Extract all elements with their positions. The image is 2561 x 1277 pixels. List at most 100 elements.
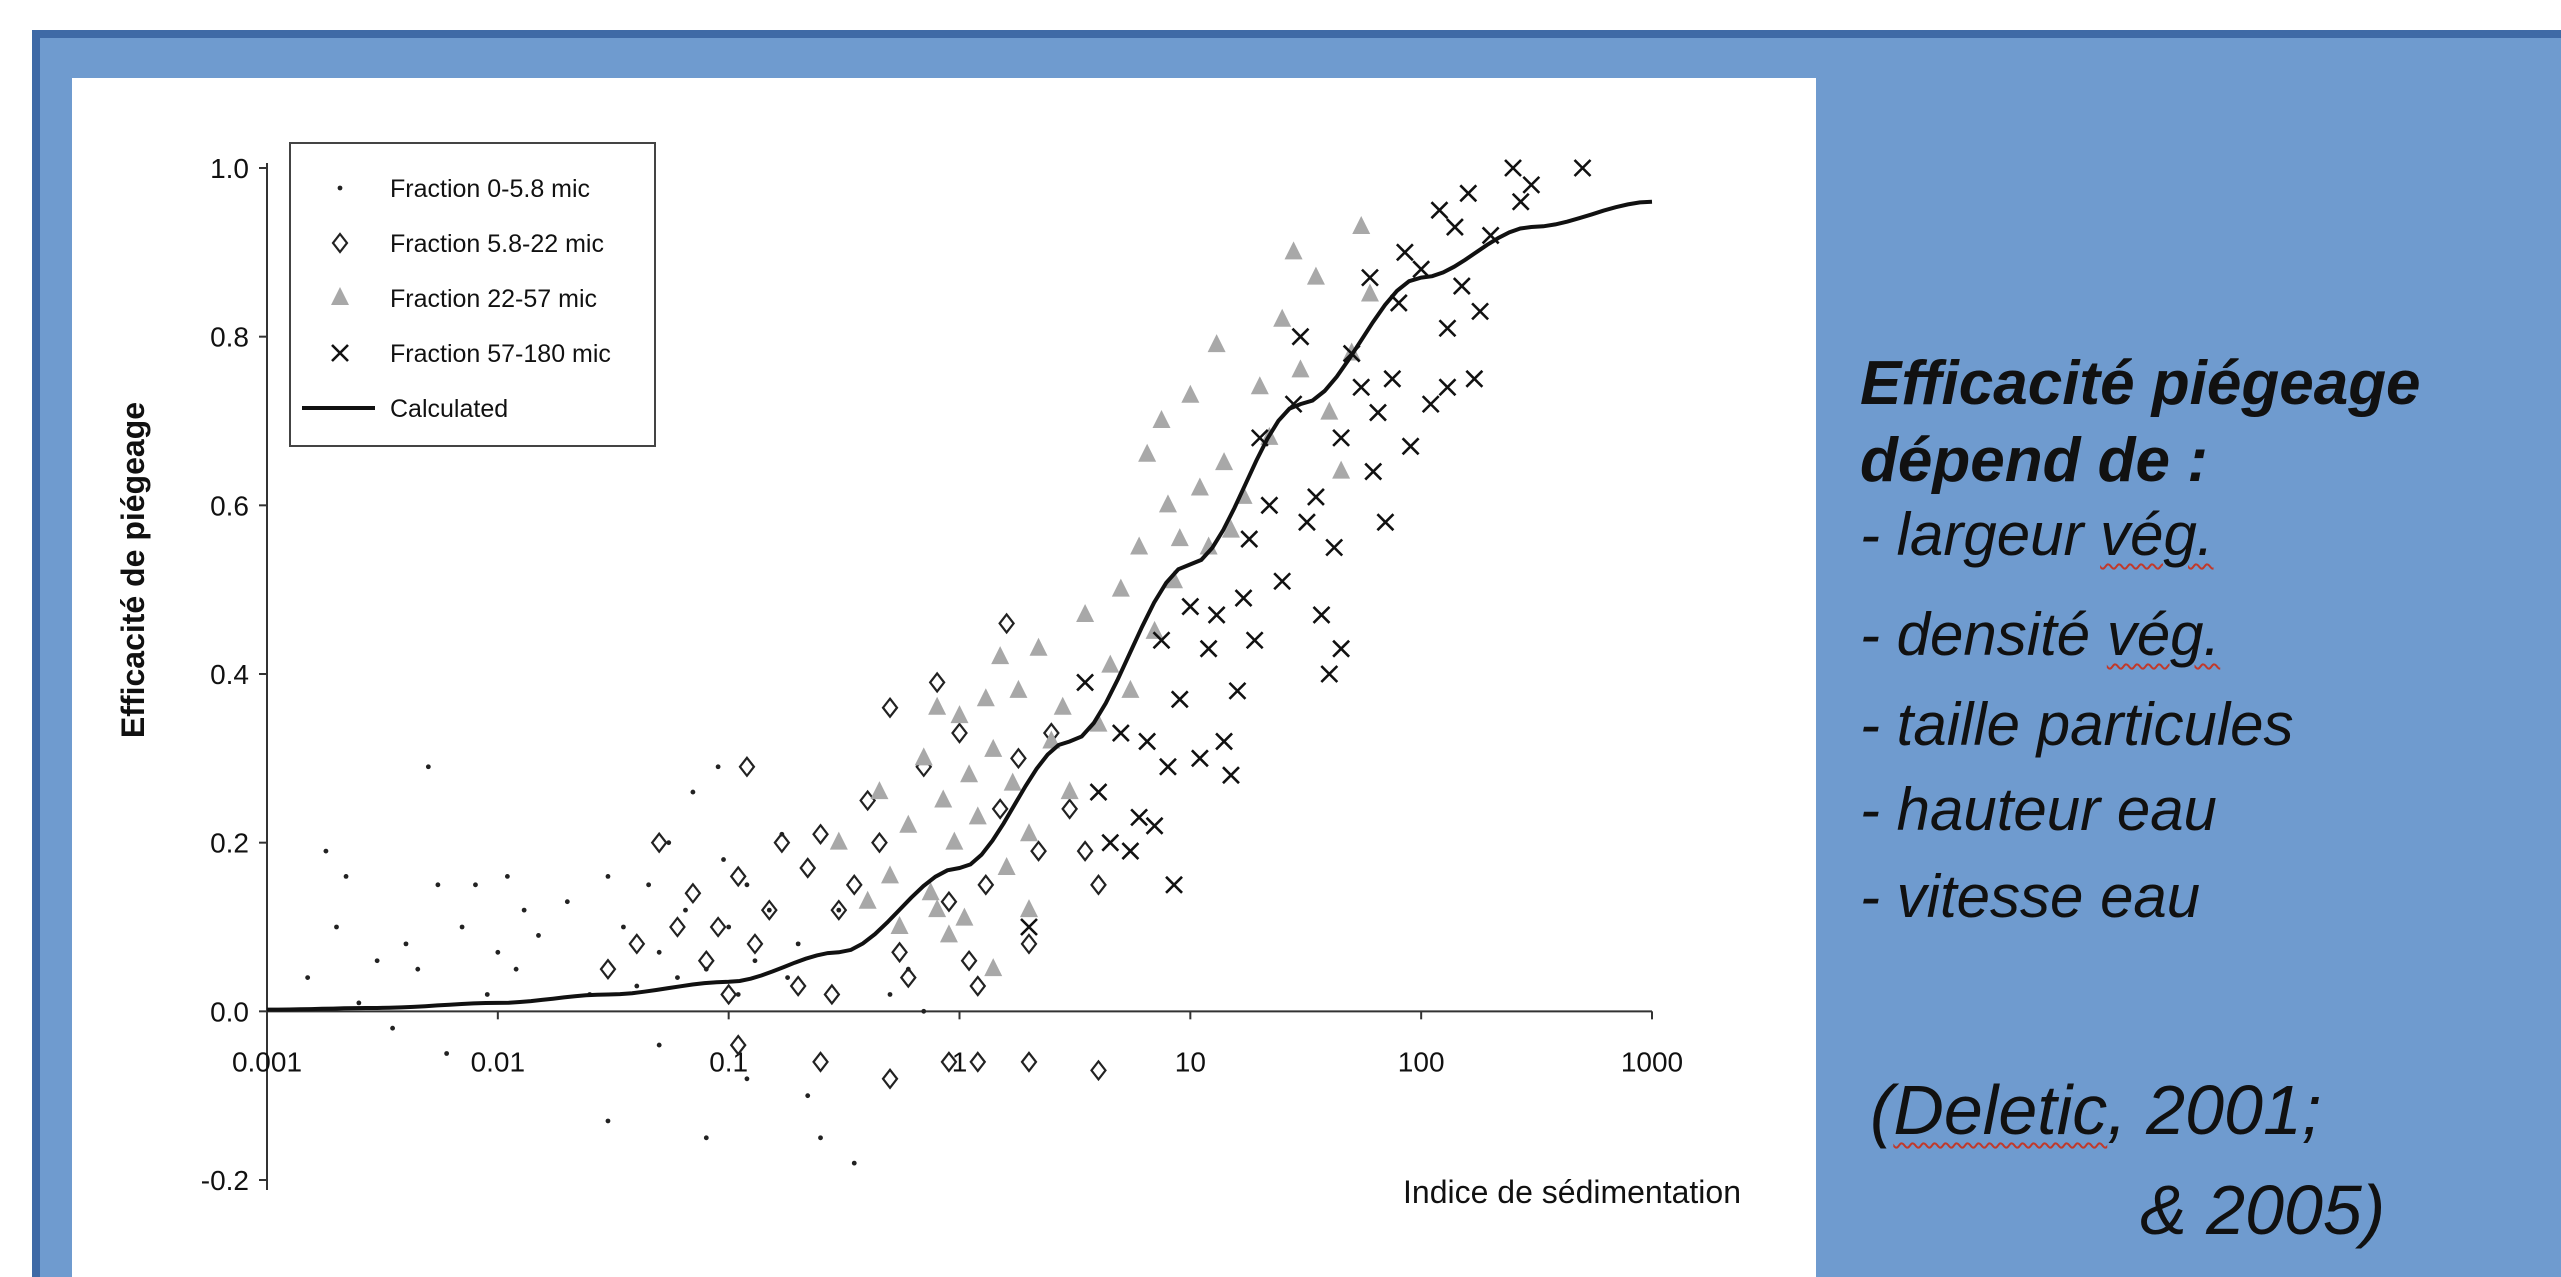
bullet-item: - densité vég. — [1860, 600, 2220, 669]
y-tick-label: 0.2 — [210, 828, 249, 859]
data-point — [928, 899, 947, 918]
bullet-item: - vitesse eau — [1860, 862, 2200, 931]
data-point — [899, 966, 917, 989]
data-point — [914, 747, 933, 766]
data-point — [1376, 513, 1395, 532]
citation-paren: ( — [1870, 1071, 1894, 1149]
data-point — [1306, 266, 1325, 285]
data-point — [721, 857, 726, 862]
data-point — [991, 798, 1009, 820]
series-group — [829, 216, 1379, 977]
data-point — [726, 924, 732, 930]
data-point — [1298, 513, 1316, 532]
x-tick-label: 100 — [1398, 1046, 1445, 1077]
legend-label: Fraction 5.8-22 mic — [390, 230, 604, 258]
data-point — [812, 823, 829, 846]
data-point — [1019, 823, 1038, 842]
data-point — [1181, 597, 1200, 616]
y-tick-label: 0.0 — [210, 996, 249, 1027]
data-point — [939, 924, 958, 943]
data-point — [1190, 749, 1209, 768]
misspelled-word[interactable]: vég. — [2106, 601, 2221, 668]
data-point — [1170, 528, 1189, 547]
citation-author[interactable]: Deletic — [1893, 1071, 2108, 1149]
heading-line-1: Efficacité piégeage — [1860, 349, 2421, 418]
bullet-text: densité — [1896, 601, 2091, 668]
data-point — [323, 848, 329, 854]
x-axis-label: Indice de sédimentation — [1403, 1174, 1741, 1210]
legend-entry — [331, 287, 349, 305]
data-point — [564, 899, 570, 905]
data-point — [1361, 268, 1379, 287]
citation-line-1: (Deletic, 2001; — [1870, 1070, 2321, 1150]
data-point — [1401, 437, 1420, 456]
data-point — [1029, 637, 1048, 656]
data-point — [1459, 184, 1478, 203]
data-point — [921, 882, 940, 901]
data-point — [720, 983, 738, 1006]
bullet-dash: - — [1860, 691, 1897, 758]
data-point — [950, 705, 969, 724]
data-point — [684, 882, 702, 905]
data-point — [1089, 713, 1108, 732]
data-point — [1369, 403, 1387, 422]
legend-label: Fraction 57-180 mic — [390, 340, 611, 368]
data-point — [1522, 175, 1541, 194]
data-point — [495, 949, 501, 955]
data-point — [1222, 766, 1240, 785]
data-point — [1030, 840, 1047, 862]
data-point — [1199, 639, 1218, 658]
data-point — [1145, 816, 1164, 835]
data-point — [1060, 781, 1079, 800]
data-point — [1207, 606, 1226, 624]
data-point — [343, 874, 349, 879]
data-point — [746, 933, 764, 955]
data-point — [976, 688, 995, 707]
data-point — [1291, 359, 1310, 378]
data-point — [669, 916, 686, 938]
data-point — [766, 907, 772, 913]
data-point — [1101, 833, 1120, 852]
x-tick-label: 0.01 — [471, 1046, 526, 1077]
data-point — [628, 933, 646, 955]
data-point — [656, 949, 662, 955]
data-point — [650, 831, 668, 854]
y-axis-label: Efficacité de piégeage — [115, 402, 151, 738]
x-tick-label: 0.001 — [232, 1046, 302, 1077]
data-point — [955, 907, 974, 926]
bullet-dash: - — [1860, 501, 1897, 568]
data-point — [1181, 384, 1200, 403]
scatter-chart: -0.2 0.0 0.2 0.4 0.6 0.8 1.0 0.001 0.01 0.1 1 10 100… — [115, 142, 1741, 1210]
data-point — [1061, 798, 1079, 820]
data-point — [715, 764, 721, 770]
data-point — [1170, 690, 1189, 709]
legend-box — [289, 142, 656, 447]
data-point — [703, 1135, 709, 1141]
bullet-item: - hauteur eau — [1860, 775, 2217, 844]
data-point — [960, 764, 979, 783]
data-point — [760, 899, 778, 921]
data-point — [881, 1068, 899, 1090]
data-point — [521, 907, 527, 913]
data-point — [871, 831, 888, 854]
misspelled-word[interactable]: vég. — [2100, 501, 2214, 568]
data-point — [858, 890, 877, 909]
data-point — [1207, 334, 1226, 353]
data-point — [1111, 724, 1130, 742]
citation-year: , 2001; — [2107, 1071, 2322, 1149]
data-point — [735, 992, 741, 997]
bullet-dash: - — [1860, 863, 1897, 930]
legend-label: Calculated — [390, 395, 508, 423]
legend-marker — [331, 287, 349, 305]
data-point — [1020, 933, 1038, 955]
data-point — [1101, 654, 1120, 673]
data-point — [1445, 218, 1464, 236]
data-point — [1215, 732, 1233, 751]
heading-line-2: dépend de : — [1860, 426, 2208, 495]
data-point — [683, 907, 688, 913]
legend-marker — [331, 344, 349, 362]
data-point — [1273, 572, 1292, 591]
data-point — [1089, 783, 1108, 801]
data-point — [881, 865, 900, 884]
data-point — [729, 1034, 747, 1056]
